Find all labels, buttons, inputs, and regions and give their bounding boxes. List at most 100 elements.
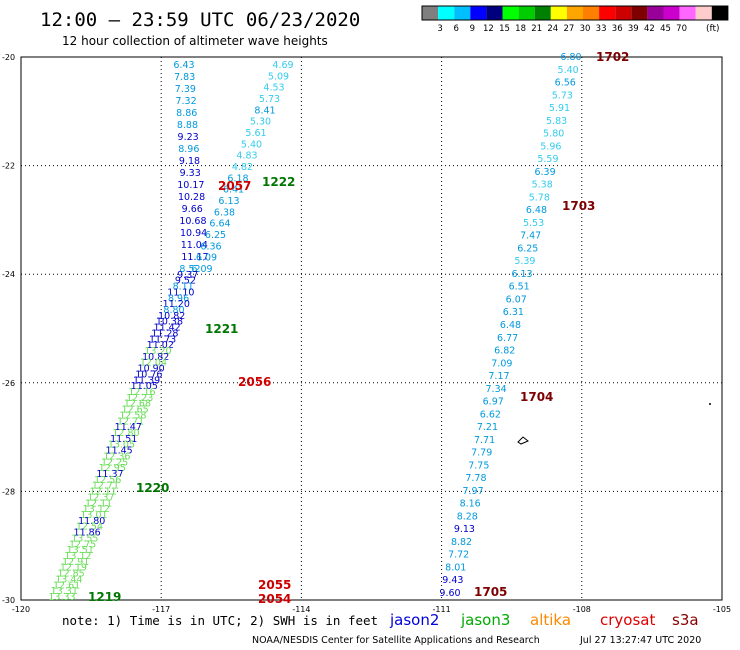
- y-tick-label: -24: [2, 270, 15, 279]
- color-scale-legend: 3 6 9 12 15 18 21 24 27 30 33 36 39 42 45 70: [421, 5, 729, 34]
- wave-height-value: 11.47: [115, 422, 142, 433]
- wave-height-value: 6.39: [534, 167, 555, 178]
- legend-swatch: [470, 6, 487, 20]
- page-title: 12:00 — 23:59 UTC 06/23/2020: [40, 9, 360, 31]
- wave-height-value: 9.43: [442, 575, 463, 586]
- wave-height-value: 12.54: [76, 522, 103, 533]
- wave-height-value: 11.86: [74, 528, 101, 539]
- x-tick-label: -105: [713, 605, 731, 614]
- wave-height-value: 11.28: [151, 328, 178, 339]
- wave-height-value: 8.88: [177, 120, 198, 131]
- wave-height-value: 12.37: [87, 492, 114, 503]
- legend-swatch: [438, 6, 455, 20]
- legend-swatch: [711, 6, 728, 20]
- wave-height-value: 10.76: [135, 369, 162, 380]
- wave-height-value: 9.23: [178, 132, 199, 143]
- legend-swatch: [550, 6, 567, 20]
- wave-height-value: 12.80: [112, 428, 139, 439]
- legend-label: 33: [596, 24, 607, 34]
- wave-height-value: 6.09: [196, 253, 217, 264]
- wave-height-value: 8.11: [173, 282, 194, 293]
- pass-label: 2054: [258, 592, 291, 606]
- wave-height-value: 11.80: [78, 516, 105, 527]
- wave-height-value: 5.96: [540, 141, 561, 152]
- legend-swatch: [422, 6, 439, 20]
- wave-height-value: 8.86: [176, 108, 197, 119]
- wave-height-value: 11.51: [110, 434, 137, 445]
- wave-height-value: 7.47: [520, 231, 541, 242]
- wave-height-value: 13.44: [55, 574, 82, 585]
- plot-frame: [20, 56, 723, 601]
- wave-height-value: 10.90: [138, 364, 165, 375]
- wave-height-value: 7.75: [468, 460, 489, 471]
- wave-height-value: 11.02: [147, 340, 174, 351]
- wave-height-value: 13.31: [51, 586, 78, 597]
- wave-height-value: 5.09: [268, 71, 289, 82]
- legend-swatch: [502, 6, 519, 20]
- wave-height-value: 11.05: [131, 381, 158, 392]
- wave-height-value: 10.38: [156, 317, 183, 328]
- wave-height-value: 5.59: [537, 154, 558, 165]
- legend-label: 36: [612, 24, 623, 34]
- pass-label: 1703: [562, 199, 595, 213]
- wave-height-value: 6.64: [209, 219, 230, 230]
- wave-height-value: 10.82: [158, 311, 185, 322]
- footer-timestamp: Jul 27 13:27:47 UTC 2020: [579, 635, 701, 646]
- y-axis-ticks: -20 -22 -24 -26 -28 -30: [2, 53, 15, 605]
- wave-height-value: 5.40: [558, 65, 579, 76]
- wave-height-value: 6.43: [173, 60, 194, 71]
- legend-swatch: [599, 6, 616, 20]
- legend-label: 3: [437, 24, 442, 34]
- wave-height-value: 5.38: [532, 180, 553, 191]
- legend-unit: (ft): [706, 24, 720, 34]
- wave-height-value: 8.96: [168, 293, 189, 304]
- footer-credit: NOAA/NESDIS Center for Satellite Applica…: [252, 635, 540, 646]
- wave-height-value: 10.68: [179, 216, 206, 227]
- wave-height-value: 8.52: [179, 264, 200, 275]
- wave-height-value: 9.66: [182, 204, 203, 215]
- legend-label: 42: [644, 24, 655, 34]
- pass-label: 1220: [136, 481, 169, 495]
- wave-height-value: 13.55: [71, 533, 98, 544]
- x-tick-label: -108: [573, 605, 591, 614]
- wave-height-value: 6.18: [227, 173, 248, 184]
- legend-swatch: [615, 6, 632, 20]
- pass-label: 1221: [205, 322, 238, 336]
- legend-border: [421, 5, 729, 21]
- wave-height-value: 12.11: [85, 498, 112, 509]
- wave-height-value: 12.61: [53, 580, 80, 591]
- wave-height-value: 12.75: [69, 539, 96, 550]
- x-tick-label: -114: [292, 605, 310, 614]
- legend-swatch: [631, 6, 648, 20]
- x-axis-ticks: -120 -117 -114 -111 -108 -105: [12, 605, 731, 614]
- wave-height-value: 12.95: [99, 463, 126, 474]
- wave-height-value: 5.73: [552, 90, 573, 101]
- wave-height-tracks: 6.437.837.397.328.868.889.238.969.189.33…: [48, 52, 581, 603]
- legend-swatch: [454, 6, 471, 20]
- page-subtitle: 12 hour collection of altimeter wave hei…: [62, 34, 328, 48]
- wave-height-value: 8.82: [451, 537, 472, 548]
- wave-height-value: 7.72: [448, 550, 469, 561]
- wave-height-value: 6.97: [483, 397, 504, 408]
- wave-height-value: 7.17: [488, 371, 509, 382]
- wave-height-value: 8.16: [460, 499, 481, 510]
- wave-height-value: 5.30: [250, 117, 271, 128]
- wave-height-value: 6.80: [560, 52, 581, 63]
- wave-height-value: 13.12: [83, 504, 110, 515]
- wave-height-value: 5.73: [259, 94, 280, 105]
- wave-height-value: 9.52: [175, 276, 196, 287]
- wave-height-value: 7.97: [462, 486, 483, 497]
- wave-height-value: 5.83: [546, 116, 567, 127]
- wave-height-value: 13.12: [64, 551, 91, 562]
- wave-height-value: 10.94: [180, 228, 207, 239]
- wave-height-value: 5.91: [549, 103, 570, 114]
- legend-label: 27: [563, 24, 574, 34]
- legend-label: 45: [660, 24, 671, 34]
- pass-label: 1222: [262, 175, 295, 189]
- wave-height-value: 7.09: [491, 358, 512, 369]
- x-tick-label: -120: [12, 605, 30, 614]
- wave-height-value: 6.48: [526, 205, 547, 216]
- wave-height-value: 12.91: [62, 557, 89, 568]
- wave-height-value: 12.11: [90, 487, 117, 498]
- legend-swatch: [679, 6, 696, 20]
